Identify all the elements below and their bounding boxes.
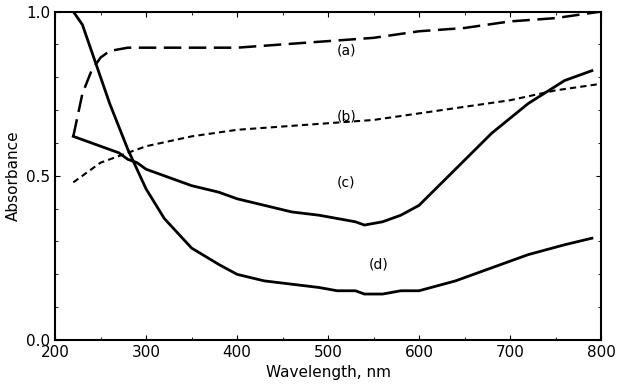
Text: (b): (b)	[337, 110, 357, 124]
X-axis label: Wavelength, nm: Wavelength, nm	[266, 366, 391, 381]
Text: (d): (d)	[369, 257, 389, 271]
Text: (a): (a)	[337, 44, 356, 58]
Text: (c): (c)	[337, 175, 356, 190]
Y-axis label: Absorbance: Absorbance	[6, 130, 20, 221]
